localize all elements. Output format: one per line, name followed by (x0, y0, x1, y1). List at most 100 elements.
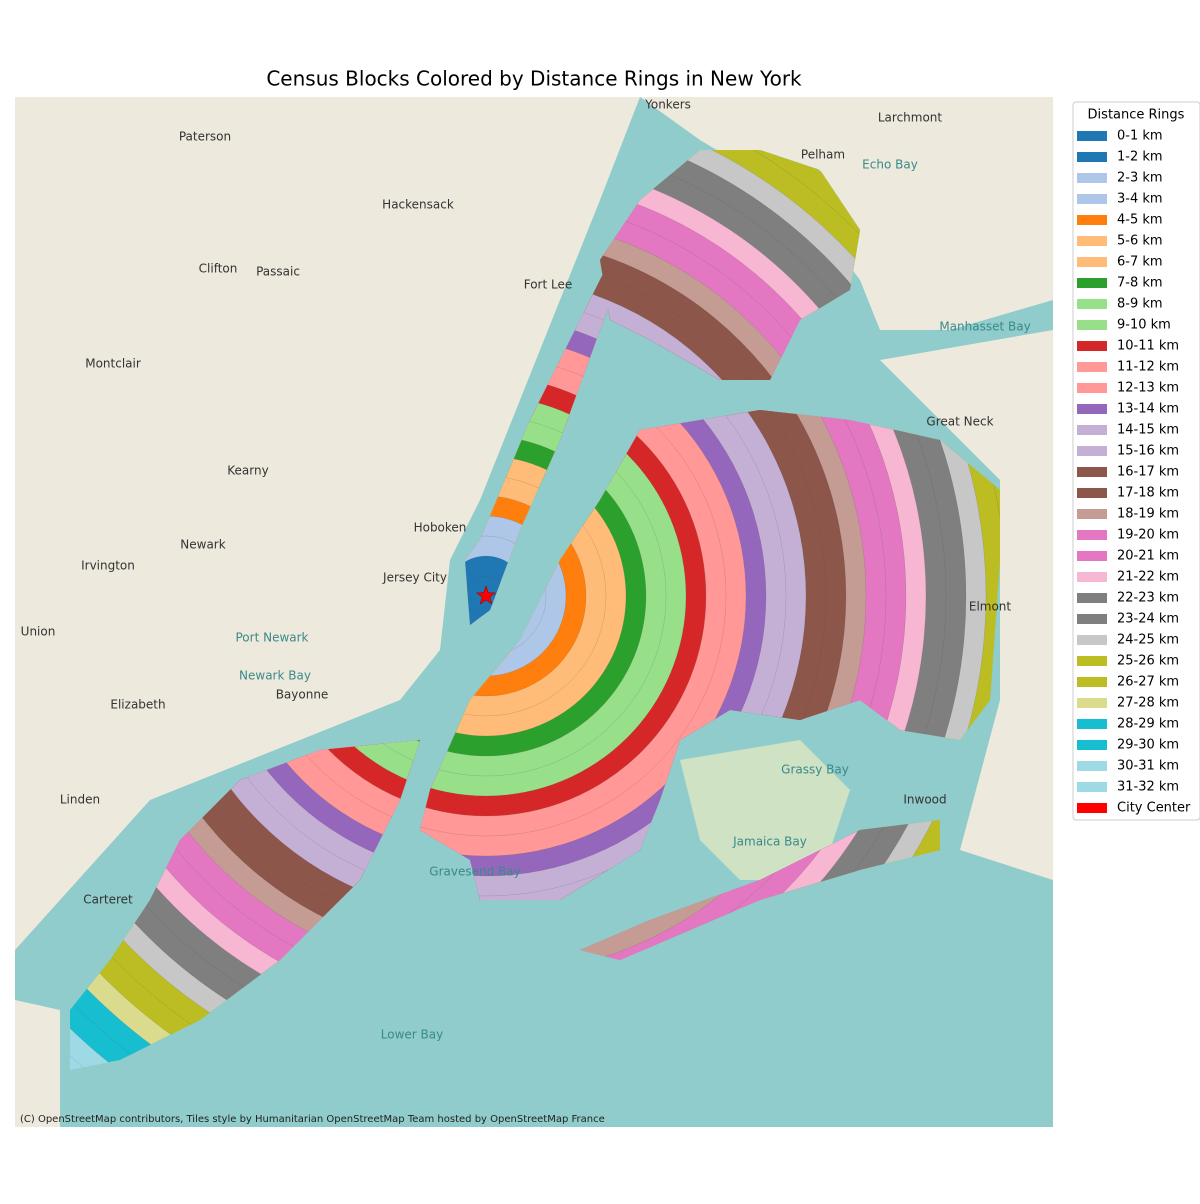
legend-swatch (1077, 341, 1107, 351)
place-label: Port Newark (235, 631, 308, 645)
legend-label: 8-9 km (1117, 297, 1163, 312)
legend-swatch (1077, 656, 1107, 666)
legend-swatch (1077, 425, 1107, 435)
legend-swatch (1077, 740, 1107, 750)
legend-label: 7-8 km (1117, 276, 1163, 291)
legend-label: 23-24 km (1117, 612, 1179, 627)
legend-label: 5-6 km (1117, 234, 1163, 249)
place-label: Newark (180, 538, 225, 552)
legend-label: 21-22 km (1117, 570, 1179, 585)
legend-label: 17-18 km (1117, 486, 1179, 501)
land (15, 97, 640, 950)
legend-label: 25-26 km (1117, 654, 1179, 669)
legend-label: 22-23 km (1117, 591, 1179, 606)
place-label: Montclair (85, 357, 141, 371)
legend-swatch (1077, 719, 1107, 729)
legend-title: Distance Rings (1088, 108, 1185, 123)
legend-label: 6-7 km (1117, 255, 1163, 270)
legend-swatch (1077, 530, 1107, 540)
legend-label: 29-30 km (1117, 738, 1179, 753)
legend-swatch (1077, 614, 1107, 624)
legend-label: 3-4 km (1117, 192, 1163, 207)
legend-label: 28-29 km (1117, 717, 1179, 732)
legend-swatch (1077, 446, 1107, 456)
place-label: Elmont (969, 600, 1012, 614)
legend-swatch (1077, 320, 1107, 330)
legend-swatch (1077, 593, 1107, 603)
place-labels: Yonkers Paterson Newark Jersey City Elizabet… (21, 98, 1031, 1042)
place-label: Gravesend Bay (429, 865, 520, 879)
legend-label: 2-3 km (1117, 171, 1163, 186)
place-label: Yonkers (644, 98, 691, 112)
place-label: Manhasset Bay (939, 320, 1030, 334)
legend-label: City Center (1117, 801, 1191, 816)
legend-label: 26-27 km (1117, 675, 1179, 690)
place-label: Elizabeth (110, 698, 165, 712)
legend-swatch (1077, 677, 1107, 687)
legend-label: 12-13 km (1117, 381, 1179, 396)
land (15, 1000, 60, 1127)
place-label: Jamaica Bay (732, 835, 807, 849)
place-label: Union (21, 625, 56, 639)
legend-swatch (1077, 194, 1107, 204)
legend-swatch (1077, 572, 1107, 582)
place-label: Fort Lee (524, 278, 573, 292)
legend-swatch (1077, 551, 1107, 561)
place-label: Larchmont (878, 111, 943, 125)
legend-swatch (1077, 299, 1107, 309)
place-label: Great Neck (926, 415, 993, 429)
legend-label: 14-15 km (1117, 423, 1179, 438)
map-title: Census Blocks Colored by Distance Rings … (266, 67, 802, 91)
legend-swatch (1077, 404, 1107, 414)
place-label: Irvington (81, 559, 135, 573)
legend-label: 10-11 km (1117, 339, 1179, 354)
place-label: Lower Bay (381, 1028, 443, 1042)
legend-label: 30-31 km (1117, 759, 1179, 774)
legend-swatch (1077, 467, 1107, 477)
legend-label: 9-10 km (1117, 318, 1171, 333)
legend-swatch (1077, 362, 1107, 372)
place-label: Clifton (199, 262, 238, 276)
legend-label: 13-14 km (1117, 402, 1179, 417)
land (880, 330, 1053, 880)
legend-swatch (1077, 278, 1107, 288)
legend-label: 20-21 km (1117, 549, 1179, 564)
place-label: Kearny (227, 464, 268, 478)
legend: Distance Rings 0-1 km 1-2 km 2-3 km 3-4 km 4… (1072, 101, 1200, 821)
legend-label: 27-28 km (1117, 696, 1179, 711)
legend-swatch (1077, 803, 1107, 813)
legend-swatch (1077, 215, 1107, 225)
legend-swatch (1077, 152, 1107, 162)
legend-swatch (1077, 698, 1107, 708)
place-label: Paterson (179, 130, 231, 144)
legend-swatch (1077, 761, 1107, 771)
place-label: Linden (60, 793, 100, 807)
place-label: Jersey City (382, 571, 447, 585)
legend-swatch (1077, 236, 1107, 246)
legend-swatch (1077, 173, 1107, 183)
park (680, 740, 850, 880)
legend-box (1072, 101, 1200, 821)
legend-label: 4-5 km (1117, 213, 1163, 228)
place-label: Grassy Bay (781, 763, 849, 777)
legend-swatch (1077, 131, 1107, 141)
place-label: Pelham (801, 148, 845, 162)
legend-label: 0-1 km (1117, 129, 1163, 144)
city-center (475, 585, 497, 605)
legend-label: 19-20 km (1117, 528, 1179, 543)
legend-swatch (1077, 383, 1107, 393)
place-label: Hoboken (414, 521, 467, 535)
place-label: Inwood (903, 793, 946, 807)
attribution: (C) OpenStreetMap contributors, Tiles st… (20, 1114, 605, 1125)
legend-label: 11-12 km (1117, 360, 1179, 375)
place-label: Passaic (256, 265, 300, 279)
legend-label: 24-25 km (1117, 633, 1179, 648)
legend-label: 16-17 km (1117, 465, 1179, 480)
legend-swatch (1077, 509, 1107, 519)
legend-swatch (1077, 257, 1107, 267)
map: Yonkers Paterson Newark Jersey City Elizabet… (15, 97, 1053, 1127)
place-label: Echo Bay (862, 158, 918, 172)
legend-label: 18-19 km (1117, 507, 1179, 522)
